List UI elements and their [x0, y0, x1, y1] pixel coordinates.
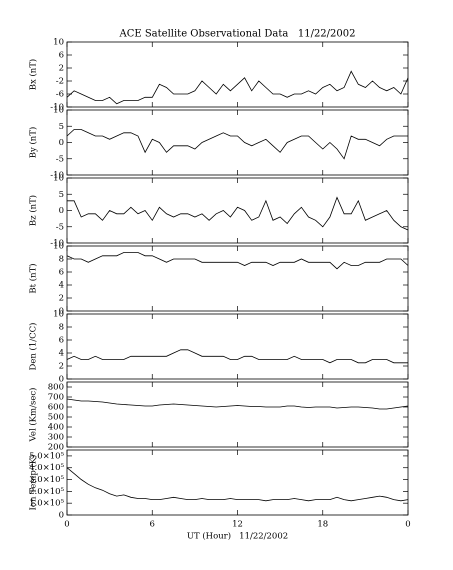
y-axis-label: Den (1/CC) — [28, 323, 39, 371]
data-line — [66, 252, 409, 270]
panel-frame — [66, 109, 409, 176]
y-tick-label: 800 — [48, 383, 64, 393]
x-tick-label: 0 — [405, 520, 410, 530]
y-axis-label: By (nT) — [28, 127, 39, 159]
y-tick-label: 1.0×10⁵ — [29, 499, 64, 509]
y-axis-label: Vel (Km/sec) — [28, 388, 39, 443]
y-tick-label: 10 — [53, 106, 64, 116]
data-line — [66, 467, 409, 502]
y-tick-label: 4 — [59, 281, 64, 291]
y-tick-label: -10 — [50, 239, 64, 249]
y-tick-label: 6 — [59, 268, 64, 278]
y-tick-label: 5.0×10⁵ — [29, 451, 64, 461]
y-tick-label: -5 — [56, 154, 64, 164]
y-tick-label: 8 — [59, 255, 64, 265]
panel-frame — [66, 313, 409, 380]
y-tick-label: 0 — [59, 138, 64, 148]
x-tick-label: 18 — [317, 520, 328, 530]
y-tick-label: 2 — [59, 294, 64, 304]
y-tick-label: -10 — [50, 171, 64, 181]
panel-frame — [66, 177, 409, 244]
panel-frame — [66, 449, 409, 516]
y-tick-label: -2 — [56, 77, 64, 87]
y-tick-label: 300 — [48, 433, 64, 443]
y-tick-label: 5 — [59, 190, 64, 200]
y-tick-label: 0 — [59, 206, 64, 216]
y-tick-label: 2 — [59, 362, 64, 372]
y-tick-label: 6 — [59, 336, 64, 346]
y-tick-label: 0 — [59, 307, 64, 317]
x-tick-label: 0 — [64, 520, 69, 530]
data-line — [66, 129, 408, 160]
y-axis-label: Ion Temp (K) — [28, 455, 39, 511]
y-tick-label: -6 — [56, 90, 64, 100]
x-tick-label: 6 — [150, 520, 155, 530]
y-tick-label: 5 — [59, 122, 64, 132]
y-tick-label: 6 — [59, 51, 64, 61]
y-tick-label: 10 — [53, 38, 64, 48]
chart-title: ACE Satellite Observational Data 11/22/2… — [118, 29, 355, 40]
y-tick-label: 200 — [48, 443, 64, 453]
y-tick-label: 2.0×10⁵ — [29, 487, 64, 497]
y-axis-label: Bx (nT) — [28, 59, 39, 91]
y-tick-label: -5 — [56, 222, 64, 232]
y-tick-label: 8 — [59, 323, 64, 333]
x-axis-label: UT (Hour) 11/22/2002 — [187, 531, 288, 542]
panel-frame — [66, 245, 409, 312]
data-line — [66, 398, 409, 410]
panel-frame — [66, 381, 409, 448]
panel-frame — [66, 41, 409, 108]
y-tick-label: 10 — [53, 310, 64, 320]
y-axis-label: Bt (nT) — [28, 263, 39, 293]
y-tick-label: 0 — [59, 511, 64, 521]
y-tick-label: 4.0×10⁵ — [29, 463, 64, 473]
y-tick-label: 0 — [59, 375, 64, 385]
x-tick-label: 12 — [232, 520, 243, 530]
y-tick-label: 10 — [53, 242, 64, 252]
y-tick-label: 400 — [48, 423, 64, 433]
y-tick-label: 700 — [48, 393, 64, 403]
y-tick-label: 500 — [48, 413, 64, 423]
y-tick-label: -10 — [50, 103, 64, 113]
y-tick-label: 4 — [59, 349, 64, 359]
data-line — [66, 349, 408, 364]
y-tick-label: 10 — [53, 174, 64, 184]
y-axis-label: Bz (nT) — [28, 195, 39, 226]
y-tick-label: 600 — [48, 403, 64, 413]
data-line — [66, 70, 409, 105]
y-tick-label: 3.0×10⁵ — [29, 475, 64, 485]
y-tick-label: 2 — [59, 64, 64, 74]
data-line — [67, 196, 409, 231]
